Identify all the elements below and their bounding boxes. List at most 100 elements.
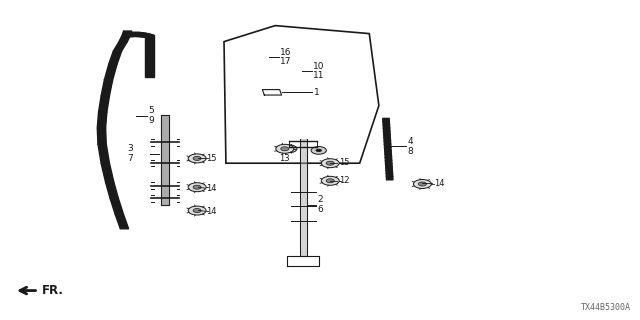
Polygon shape — [125, 33, 126, 37]
Polygon shape — [384, 141, 391, 144]
Polygon shape — [385, 160, 392, 164]
Polygon shape — [145, 53, 154, 55]
Polygon shape — [145, 33, 146, 37]
Polygon shape — [383, 118, 389, 122]
Polygon shape — [385, 154, 392, 157]
Polygon shape — [151, 35, 152, 39]
Polygon shape — [132, 32, 133, 36]
Polygon shape — [149, 34, 150, 38]
Text: FR.: FR. — [42, 284, 63, 297]
Polygon shape — [97, 112, 107, 128]
Polygon shape — [101, 80, 113, 96]
Circle shape — [321, 159, 339, 168]
Polygon shape — [153, 35, 154, 39]
Polygon shape — [383, 131, 390, 135]
Circle shape — [326, 179, 334, 183]
Circle shape — [193, 209, 201, 212]
Text: 14: 14 — [206, 184, 216, 193]
Polygon shape — [127, 33, 129, 37]
Polygon shape — [139, 32, 140, 36]
Polygon shape — [145, 66, 154, 68]
Polygon shape — [145, 70, 154, 72]
Polygon shape — [384, 135, 390, 138]
Circle shape — [193, 185, 201, 189]
Polygon shape — [145, 51, 154, 53]
Polygon shape — [145, 42, 154, 44]
Circle shape — [193, 156, 201, 160]
Circle shape — [281, 147, 289, 151]
Polygon shape — [138, 32, 139, 36]
Circle shape — [311, 147, 326, 154]
Polygon shape — [136, 32, 137, 36]
Polygon shape — [145, 59, 154, 61]
Polygon shape — [385, 148, 391, 151]
Polygon shape — [104, 64, 117, 80]
Circle shape — [326, 161, 334, 165]
Text: 5
9: 5 9 — [148, 107, 154, 125]
Polygon shape — [384, 138, 390, 141]
Polygon shape — [386, 170, 392, 173]
Polygon shape — [133, 32, 134, 36]
Polygon shape — [144, 33, 145, 37]
Polygon shape — [97, 128, 106, 144]
Text: 2
6: 2 6 — [317, 196, 323, 214]
Polygon shape — [386, 173, 393, 177]
Polygon shape — [147, 34, 148, 38]
Circle shape — [286, 147, 292, 150]
Text: 3
7: 3 7 — [127, 144, 133, 163]
Polygon shape — [142, 33, 143, 37]
Text: 1: 1 — [314, 88, 319, 97]
Polygon shape — [386, 167, 392, 170]
Polygon shape — [110, 198, 124, 214]
Polygon shape — [137, 32, 138, 36]
Polygon shape — [145, 35, 154, 37]
Polygon shape — [101, 163, 114, 182]
Polygon shape — [124, 33, 125, 37]
Polygon shape — [115, 214, 129, 229]
Polygon shape — [123, 34, 124, 38]
Polygon shape — [129, 33, 130, 37]
Text: TX44B5300A: TX44B5300A — [580, 303, 630, 312]
Polygon shape — [145, 68, 154, 70]
Text: 14: 14 — [206, 207, 216, 216]
Circle shape — [321, 176, 339, 185]
Polygon shape — [131, 32, 132, 37]
Polygon shape — [145, 46, 154, 48]
Polygon shape — [126, 33, 127, 37]
Polygon shape — [140, 33, 141, 37]
Polygon shape — [130, 33, 131, 37]
Polygon shape — [145, 44, 154, 46]
Polygon shape — [123, 31, 132, 34]
Polygon shape — [145, 57, 154, 59]
Polygon shape — [146, 33, 147, 37]
Circle shape — [188, 206, 206, 215]
Polygon shape — [119, 34, 131, 42]
Polygon shape — [145, 75, 154, 77]
Polygon shape — [99, 96, 109, 112]
Circle shape — [188, 183, 206, 192]
Text: 4
8: 4 8 — [407, 137, 413, 156]
Circle shape — [413, 180, 431, 188]
Polygon shape — [145, 55, 154, 57]
Polygon shape — [383, 122, 390, 125]
Circle shape — [419, 182, 426, 186]
Polygon shape — [109, 51, 122, 64]
Text: 16
17: 16 17 — [280, 48, 292, 66]
Polygon shape — [387, 177, 393, 180]
Text: 10
11: 10 11 — [313, 62, 324, 80]
Polygon shape — [385, 164, 392, 167]
Polygon shape — [98, 144, 109, 163]
Circle shape — [188, 154, 206, 163]
Polygon shape — [143, 33, 144, 37]
Text: 15: 15 — [339, 158, 349, 167]
Polygon shape — [148, 34, 149, 38]
Polygon shape — [152, 35, 153, 39]
Polygon shape — [145, 48, 154, 51]
Circle shape — [316, 149, 322, 152]
Polygon shape — [141, 33, 142, 37]
Text: 14: 14 — [434, 180, 444, 188]
Text: 15: 15 — [206, 154, 216, 163]
Polygon shape — [106, 182, 118, 198]
Polygon shape — [383, 125, 390, 128]
Text: 12: 12 — [339, 176, 349, 185]
